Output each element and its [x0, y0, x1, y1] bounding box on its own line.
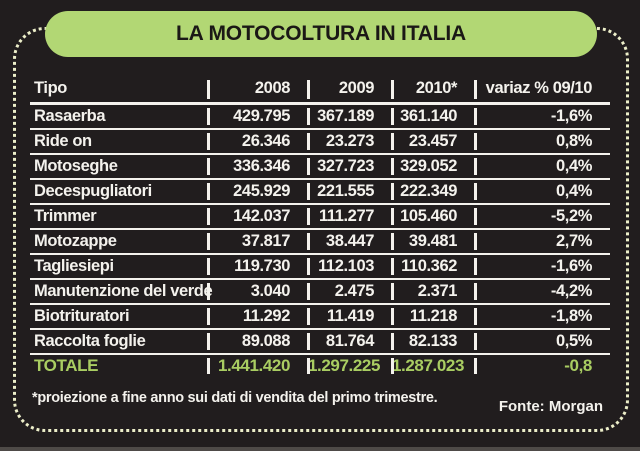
column-header-2010: 2010*	[391, 77, 475, 104]
value-cell: -1,8%	[474, 304, 610, 329]
table-row: Rasaerba 429.795 367.189 361.140 -1,6%	[30, 104, 610, 130]
value-cell: 367.189	[307, 104, 392, 130]
table-row: Trimmer 142.037 111.277 105.460 -5,2%	[30, 204, 610, 229]
value-cell: -0,8	[474, 354, 610, 377]
value-cell: 105.460	[391, 204, 475, 229]
value-cell: 222.349	[391, 179, 475, 204]
value-cell: 1.287.023	[391, 354, 475, 377]
value-cell: 429.795	[207, 104, 308, 130]
value-cell: 38.447	[307, 229, 392, 254]
row-label-cell: Manutenzione del verde	[34, 282, 213, 300]
scan-bottom-edge	[0, 447, 640, 451]
value-cell: 2.475	[307, 279, 392, 304]
value-cell: 2,7%	[474, 229, 610, 254]
source-label: Fonte: Morgan	[498, 398, 603, 415]
value-cell: 111.277	[307, 204, 392, 229]
value-cell: 81.764	[307, 329, 392, 354]
value-cell: 0,5%	[474, 329, 610, 354]
value-cell: 3.040	[207, 279, 308, 304]
value-cell: -1,6%	[474, 104, 610, 130]
table-row: Biotrituratori 11.292 11.419 11.218 -1,8%	[30, 304, 610, 329]
value-cell: 336.346	[207, 154, 308, 179]
value-cell: 327.723	[307, 154, 392, 179]
value-cell: -4,2%	[474, 279, 610, 304]
column-header-2008: 2008	[207, 77, 308, 104]
value-cell: 1.441.420	[207, 354, 308, 377]
value-cell: 0,8%	[474, 129, 610, 154]
value-cell: 11.292	[207, 304, 308, 329]
value-cell: 221.555	[307, 179, 392, 204]
table-body: Rasaerba 429.795 367.189 361.140 -1,6% Ride o…	[30, 104, 610, 378]
value-cell: -5,2%	[474, 204, 610, 229]
value-cell: 11.218	[391, 304, 475, 329]
table-row: Ride on 26.346 23.273 23.457 0,8%	[30, 129, 610, 154]
row-label-cell: Motozappe	[34, 232, 117, 250]
table-row: Tagliesiepi 119.730 112.103 110.362 -1,6%	[30, 254, 610, 279]
row-label-cell: Motoseghe	[34, 157, 118, 175]
row-label-cell: Raccolta foglie	[34, 332, 146, 350]
row-label-cell: Rasaerba	[34, 107, 106, 125]
footnote: *proiezione a fine anno sui dati di vend…	[32, 390, 438, 406]
value-cell: 11.419	[307, 304, 392, 329]
value-cell: 0,4%	[474, 179, 610, 204]
table-row: Motoseghe 336.346 327.723 329.052 0,4%	[30, 154, 610, 179]
value-cell: 89.088	[207, 329, 308, 354]
value-cell: 1.297.225	[307, 354, 392, 377]
value-cell: 23.457	[391, 129, 475, 154]
row-label-cell: Decespugliatori	[34, 182, 152, 200]
value-cell: 110.362	[391, 254, 475, 279]
value-cell: 2.371	[391, 279, 475, 304]
table-row: Decespugliatori 245.929 221.555 222.349 0,4%	[30, 179, 610, 204]
value-cell: 23.273	[307, 129, 392, 154]
table-row: Motozappe 37.817 38.447 39.481 2,7%	[30, 229, 610, 254]
row-label-cell: Biotrituratori	[34, 307, 130, 325]
value-cell: 119.730	[207, 254, 308, 279]
page-title: LA MOTOCOLTURA IN ITALIA	[176, 22, 466, 45]
row-label-cell: Ride on	[34, 132, 92, 150]
value-cell: 82.133	[391, 329, 475, 354]
row-label-cell: TOTALE	[34, 356, 99, 375]
row-label-cell: Trimmer	[34, 207, 97, 225]
value-cell: 142.037	[207, 204, 308, 229]
total-row: TOTALE 1.441.420 1.297.225 1.287.023 -0,8	[30, 354, 610, 377]
column-header-variaz: variaz % 09/10	[474, 77, 610, 104]
value-cell: 245.929	[207, 179, 308, 204]
value-cell: 361.140	[391, 104, 475, 130]
table-header-row: Tipo 2008 2009 2010* variaz % 09/10	[30, 77, 610, 104]
value-cell: 37.817	[207, 229, 308, 254]
data-table: Tipo 2008 2009 2010* variaz % 09/10 Rasa…	[30, 77, 610, 377]
column-header-2009: 2009	[307, 77, 392, 104]
value-cell: 26.346	[207, 129, 308, 154]
title-pill: LA MOTOCOLTURA IN ITALIA	[45, 11, 597, 57]
value-cell: 112.103	[307, 254, 392, 279]
row-label-cell: Tagliesiepi	[34, 257, 114, 275]
table-row: Raccolta foglie 89.088 81.764 82.133 0,5%	[30, 329, 610, 354]
value-cell: 0,4%	[474, 154, 610, 179]
table-row: Manutenzione del verde 3.040 2.475 2.371 -4,…	[30, 279, 610, 304]
value-cell: 329.052	[391, 154, 475, 179]
value-cell: -1,6%	[474, 254, 610, 279]
value-cell: 39.481	[391, 229, 475, 254]
column-header-tipo: Tipo	[34, 79, 67, 97]
